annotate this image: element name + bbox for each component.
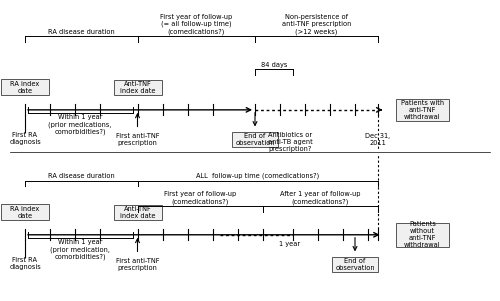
Text: Anti-TNF
index date: Anti-TNF index date (120, 81, 155, 95)
FancyBboxPatch shape (396, 99, 449, 121)
Text: Anti-TNF
index date: Anti-TNF index date (120, 206, 155, 219)
FancyBboxPatch shape (332, 257, 378, 272)
Text: First RA
diagnosis: First RA diagnosis (9, 132, 41, 145)
Text: ALL  follow-up time (comedications?): ALL follow-up time (comedications?) (196, 172, 319, 179)
Text: RA index
date: RA index date (10, 81, 40, 94)
Text: First year of follow-up
(comedications?): First year of follow-up (comedications?) (164, 191, 236, 205)
Text: After 1 year of follow-up
(comedications?): After 1 year of follow-up (comedications… (280, 191, 360, 205)
Text: RA disease duration: RA disease duration (48, 173, 114, 179)
Text: Patients with
anti-TNF
withdrawal: Patients with anti-TNF withdrawal (401, 100, 444, 120)
FancyBboxPatch shape (114, 205, 162, 220)
Text: Antibiotics or
anti-TB agent
prescription?: Antibiotics or anti-TB agent prescriptio… (268, 132, 312, 152)
FancyBboxPatch shape (1, 204, 49, 220)
FancyBboxPatch shape (232, 132, 278, 147)
Text: Dec 31,
2011: Dec 31, 2011 (365, 133, 390, 146)
FancyBboxPatch shape (114, 80, 162, 95)
FancyBboxPatch shape (396, 223, 449, 247)
Text: 84 days: 84 days (260, 62, 287, 68)
Text: 1 year: 1 year (280, 241, 300, 247)
Text: First anti-TNF
prescription: First anti-TNF prescription (116, 133, 159, 146)
Text: RA index
date: RA index date (10, 206, 40, 219)
Text: First RA
diagnosis: First RA diagnosis (9, 257, 41, 270)
Text: First year of follow-up
(= all follow-up time)
(comedications?): First year of follow-up (= all follow-up… (160, 14, 232, 35)
Text: Within 1 year
(prior medications,
comorbidities?): Within 1 year (prior medications, comorb… (48, 114, 112, 135)
Text: Non-persistence of
anti-TNF prescription
(>12 weeks): Non-persistence of anti-TNF prescription… (282, 14, 351, 35)
Text: End of
observation: End of observation (235, 133, 275, 146)
Text: First anti-TNF
prescription: First anti-TNF prescription (116, 258, 159, 271)
Text: Patients
without
anti-TNF
withdrawal: Patients without anti-TNF withdrawal (404, 221, 441, 248)
Text: RA disease duration: RA disease duration (48, 29, 114, 35)
Text: End of
observation: End of observation (335, 258, 375, 271)
Text: Within 1 year
(prior medication,
comorbidities?): Within 1 year (prior medication, comorbi… (50, 239, 110, 260)
FancyBboxPatch shape (1, 79, 49, 95)
